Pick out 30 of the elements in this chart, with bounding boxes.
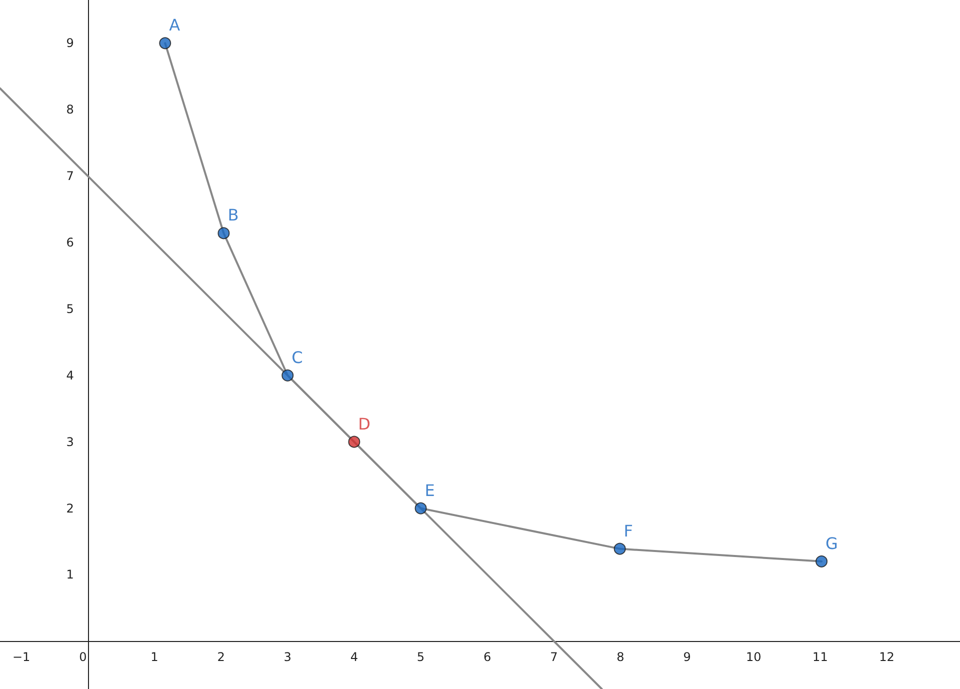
y-tick-label: 3 xyxy=(66,434,74,449)
y-tick-label: 6 xyxy=(66,236,74,250)
x-tick-label: 5 xyxy=(416,650,425,664)
annotation: D xyxy=(358,414,371,434)
annotation: A xyxy=(169,16,180,35)
annotation: B xyxy=(228,206,239,225)
annotation: F xyxy=(624,521,634,540)
annotation: G xyxy=(826,534,838,553)
annotation: E xyxy=(424,480,435,500)
x-tick-label: 11 xyxy=(812,650,828,664)
x-tick-label: 10 xyxy=(746,650,762,664)
x-tick-label: 12 xyxy=(879,650,894,664)
x-tick-label: 0 xyxy=(79,650,87,664)
x-tick-label: 6 xyxy=(484,650,492,664)
y-tick-label: 9 xyxy=(66,36,74,50)
x-tick-label: 3 xyxy=(284,650,292,664)
y-tick-label: 8 xyxy=(66,102,74,117)
y-tick-label: 1 xyxy=(66,568,74,582)
y-tick-label: 4 xyxy=(66,368,74,382)
y-tick-label: 5 xyxy=(66,302,74,316)
x-tick-label: 4 xyxy=(350,650,358,664)
y-tick-label: 2 xyxy=(66,501,74,516)
x-tick-label: 9 xyxy=(683,650,691,664)
x-tick-label: 2 xyxy=(217,650,225,664)
x-tick-label: 7 xyxy=(550,650,558,664)
y-tick-label: 7 xyxy=(66,169,74,184)
x-tick-label: 1 xyxy=(150,650,158,664)
x-tick-label: 8 xyxy=(616,650,624,664)
annotation: C xyxy=(292,348,303,367)
x-tick-label: −1 xyxy=(12,650,30,664)
